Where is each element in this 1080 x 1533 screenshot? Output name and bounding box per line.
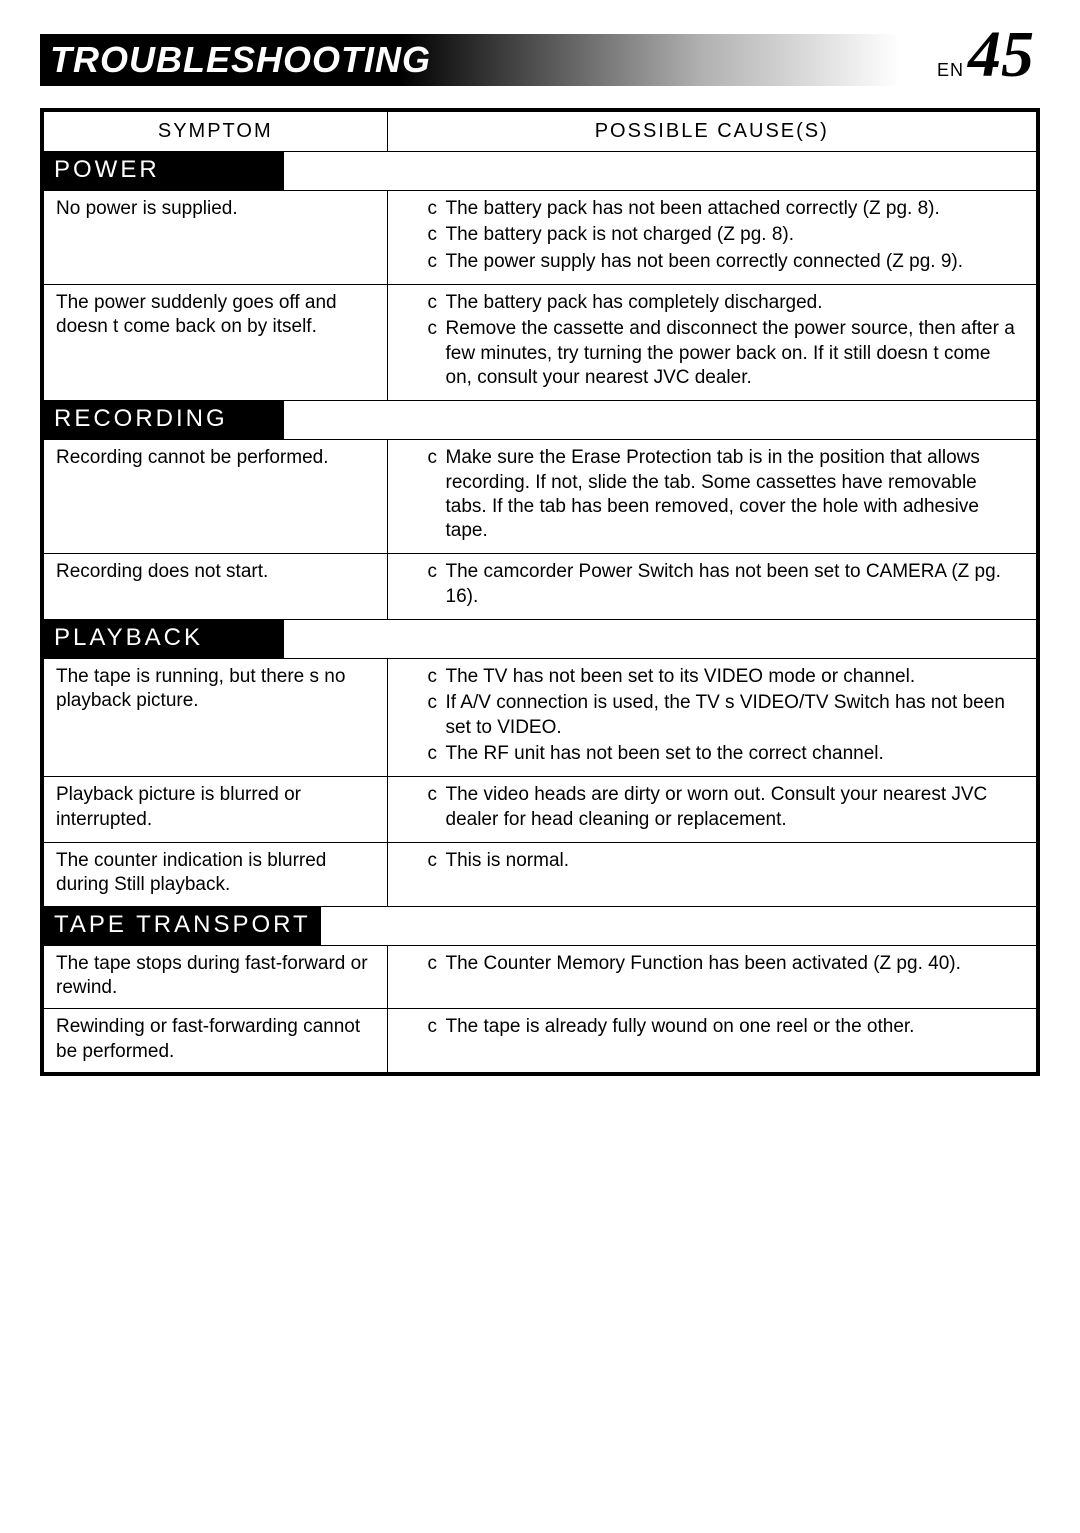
cause-cell: Make sure the Erase Protection tab is in… — [387, 440, 1038, 554]
cause-item: The Counter Memory Function has been act… — [428, 952, 1023, 976]
page: TROUBLESHOOTING EN 45 SYMPTOMPOSSIBLE CA… — [0, 0, 1080, 1533]
cause-item: The TV has not been set to its VIDEO mod… — [428, 665, 1023, 689]
symptom-cell: Playback picture is blurred or interrupt… — [42, 777, 387, 843]
section-row: PLAYBACK — [42, 620, 1038, 659]
cause-item: The battery pack has completely discharg… — [428, 291, 1023, 315]
cause-item: If A/V connection is used, the TV s VIDE… — [428, 691, 1023, 740]
table-row: No power is supplied. The battery pack ha… — [42, 191, 1038, 285]
cause-cell: The battery pack has completely discharg… — [387, 284, 1038, 400]
symptom-cell: The tape stops during fast-forward or re… — [42, 945, 387, 1009]
troubleshooting-table: SYMPTOMPOSSIBLE CAUSE(S)POWERNo power is… — [40, 108, 1040, 1076]
symptom-cell: Rewinding or fast-forwarding cannot be p… — [42, 1009, 387, 1074]
cause-cell: The Counter Memory Function has been act… — [387, 945, 1038, 1009]
col-header-cause: POSSIBLE CAUSE(S) — [387, 110, 1038, 152]
table-row: Rewinding or fast-forwarding cannot be p… — [42, 1009, 1038, 1074]
cause-item: The tape is already fully wound on one r… — [428, 1015, 1023, 1039]
cause-item: The camcorder Power Switch has not been … — [428, 560, 1023, 609]
section-title: RECORDING — [44, 401, 284, 439]
table-header-row: SYMPTOMPOSSIBLE CAUSE(S) — [42, 110, 1038, 152]
table-body: SYMPTOMPOSSIBLE CAUSE(S)POWERNo power is… — [42, 110, 1038, 1074]
table-row: Recording cannot be performed. Make sure … — [42, 440, 1038, 554]
section-cell: PLAYBACK — [42, 620, 1038, 659]
cause-item: The power supply has not been correctly … — [428, 250, 1023, 274]
section-row: TAPE TRANSPORT — [42, 906, 1038, 945]
header-page-number: 45 — [968, 22, 1034, 88]
col-header-symptom: SYMPTOM — [42, 110, 387, 152]
table-row: The tape is running, but there s no play… — [42, 659, 1038, 777]
cause-item: The RF unit has not been set to the corr… — [428, 742, 1023, 766]
section-row: RECORDING — [42, 401, 1038, 440]
header-lang-tag: EN — [937, 60, 964, 87]
section-row: POWER — [42, 152, 1038, 191]
cause-item: This is normal. — [428, 849, 1023, 873]
cause-cell: The video heads are dirty or worn out. C… — [387, 777, 1038, 843]
table-row: Playback picture is blurred or interrupt… — [42, 777, 1038, 843]
section-title: TAPE TRANSPORT — [44, 907, 321, 945]
table-row: The counter indication is blurred during… — [42, 842, 1038, 906]
cause-item: The battery pack has not been attached c… — [428, 197, 1023, 221]
cause-cell: The tape is already fully wound on one r… — [387, 1009, 1038, 1074]
cause-item: Remove the cassette and disconnect the p… — [428, 317, 1023, 390]
symptom-cell: No power is supplied. — [42, 191, 387, 285]
cause-item: The battery pack is not charged (Z pg. 8… — [428, 223, 1023, 247]
symptom-cell: The power suddenly goes off and doesn t … — [42, 284, 387, 400]
cause-item: Make sure the Erase Protection tab is in… — [428, 446, 1023, 543]
symptom-cell: Recording does not start. — [42, 554, 387, 620]
page-title: TROUBLESHOOTING — [40, 39, 431, 81]
header-bar: TROUBLESHOOTING EN 45 — [40, 34, 1040, 86]
cause-cell: This is normal. — [387, 842, 1038, 906]
section-cell: TAPE TRANSPORT — [42, 906, 1038, 945]
symptom-cell: The tape is running, but there s no play… — [42, 659, 387, 777]
symptom-cell: The counter indication is blurred during… — [42, 842, 387, 906]
section-cell: RECORDING — [42, 401, 1038, 440]
cause-item: The video heads are dirty or worn out. C… — [428, 783, 1023, 832]
section-title: POWER — [44, 152, 284, 190]
cause-cell: The TV has not been set to its VIDEO mod… — [387, 659, 1038, 777]
table-row: The power suddenly goes off and doesn t … — [42, 284, 1038, 400]
cause-cell: The camcorder Power Switch has not been … — [387, 554, 1038, 620]
table-row: Recording does not start. The camcorder P… — [42, 554, 1038, 620]
cause-cell: The battery pack has not been attached c… — [387, 191, 1038, 285]
section-title: PLAYBACK — [44, 620, 284, 658]
symptom-cell: Recording cannot be performed. — [42, 440, 387, 554]
section-cell: POWER — [42, 152, 1038, 191]
table-row: The tape stops during fast-forward or re… — [42, 945, 1038, 1009]
header-right: EN 45 — [937, 22, 1034, 88]
